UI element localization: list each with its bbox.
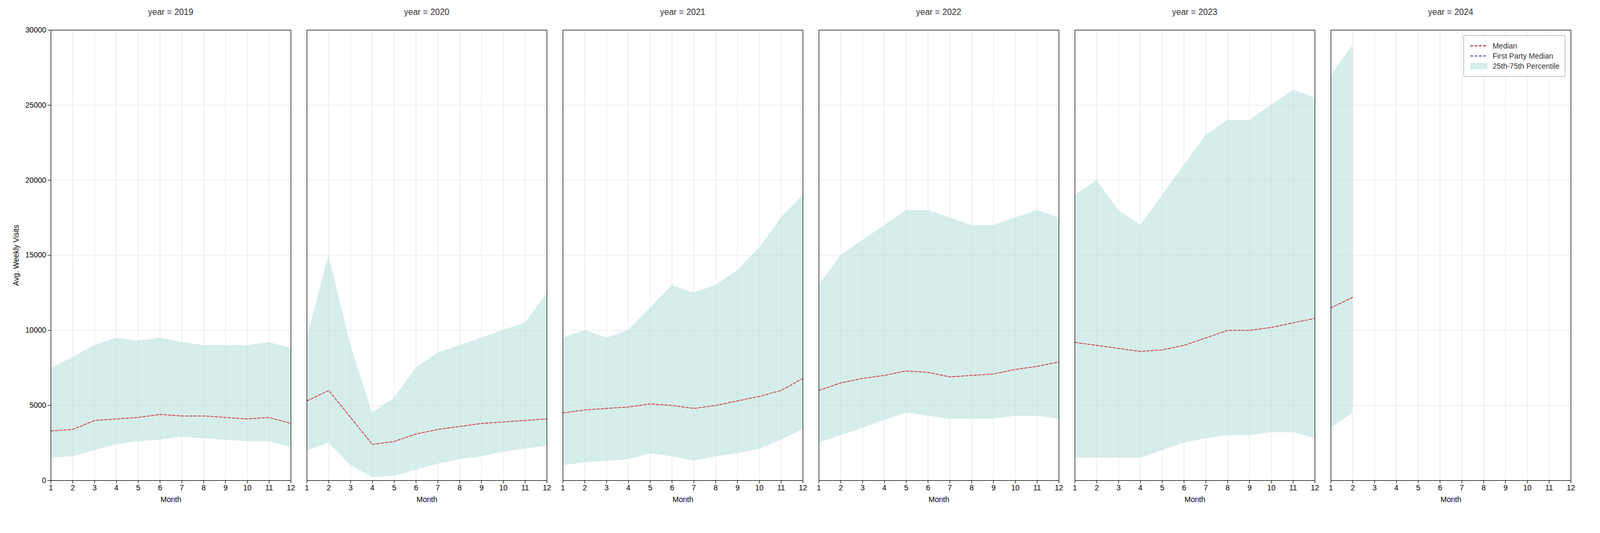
svg-text:6: 6 [157,483,163,493]
svg-text:2: 2 [70,483,76,493]
svg-text:9: 9 [1247,483,1252,493]
svg-text:11: 11 [1289,483,1298,493]
svg-text:Month: Month [160,495,182,504]
svg-text:6: 6 [1181,483,1187,493]
svg-text:1: 1 [817,483,822,493]
svg-text:7: 7 [1203,483,1208,493]
svg-text:12: 12 [798,483,808,493]
svg-text:12: 12 [286,483,296,493]
svg-text:8: 8 [457,483,462,493]
html-text:year = 2022: year = 2022 [916,7,962,17]
svg-text:2: 2 [838,483,844,493]
svg-text:10: 10 [755,483,764,493]
svg-text:4: 4 [1394,483,1399,493]
svg-text:1: 1 [305,483,310,493]
svg-text:2: 2 [582,483,588,493]
svg-text:8: 8 [969,483,974,493]
svg-text:10: 10 [1011,483,1020,493]
svg-text:10: 10 [1267,483,1276,493]
svg-text:8: 8 [201,483,206,493]
html-text:year = 2024: year = 2024 [1428,7,1474,17]
svg-text:9: 9 [735,483,740,493]
svg-text:7: 7 [435,483,440,493]
svg-text:9: 9 [991,483,996,493]
svg-text:10000: 10000 [25,325,47,335]
svg-text:8: 8 [1225,483,1230,493]
svg-text:10: 10 [243,483,252,493]
svg-text:10: 10 [1523,483,1532,493]
html-text:Median: Median [1492,41,1518,51]
svg-text:12: 12 [1054,483,1064,493]
svg-text:30000: 30000 [25,25,47,35]
svg-text:5: 5 [392,483,397,493]
svg-text:10: 10 [499,483,508,493]
svg-text:Month: Month [416,495,438,504]
svg-text:11: 11 [521,483,530,493]
svg-text:3: 3 [348,483,353,493]
svg-text:1: 1 [1329,483,1334,493]
svg-text:Month: Month [1184,495,1206,504]
svg-text:4: 4 [882,483,887,493]
svg-text:2: 2 [1350,483,1356,493]
svg-text:4: 4 [626,483,631,493]
svg-text:3: 3 [1116,483,1121,493]
svg-text:5: 5 [648,483,653,493]
svg-text:0: 0 [42,476,47,485]
svg-text:11: 11 [1545,483,1554,493]
svg-text:4: 4 [1138,483,1143,493]
svg-text:Month: Month [672,495,694,504]
svg-text:12: 12 [542,483,552,493]
svg-text:2: 2 [1094,483,1100,493]
svg-text:15000: 15000 [25,250,47,260]
svg-text:8: 8 [713,483,718,493]
svg-text:11: 11 [265,483,274,493]
svg-text:Month: Month [928,495,950,504]
svg-text:6: 6 [925,483,931,493]
svg-text:Avg. Weekly Visits: Avg. Weekly Visits [11,225,21,286]
svg-text:5: 5 [1160,483,1165,493]
svg-text:1: 1 [1073,483,1078,493]
html-text:First Party Median: First Party Median [1492,51,1554,61]
svg-text:9: 9 [479,483,484,493]
svg-text:5: 5 [904,483,909,493]
svg-text:11: 11 [777,483,786,493]
svg-text:1: 1 [49,483,54,493]
svg-text:12: 12 [1566,483,1576,493]
svg-text:7: 7 [179,483,184,493]
svg-text:8: 8 [1481,483,1486,493]
svg-text:25000: 25000 [25,100,47,110]
svg-text:3: 3 [92,483,97,493]
svg-text:Month: Month [1440,495,1462,504]
svg-text:1: 1 [561,483,566,493]
svg-text:5: 5 [136,483,141,493]
svg-text:12: 12 [1310,483,1320,493]
html-text:25th-75th Percentile: 25th-75th Percentile [1492,61,1560,71]
svg-text:3: 3 [604,483,609,493]
svg-text:7: 7 [947,483,952,493]
svg-text:4: 4 [114,483,119,493]
svg-text:11: 11 [1033,483,1042,493]
svg-text:5: 5 [1416,483,1421,493]
svg-text:6: 6 [1437,483,1443,493]
svg-text:7: 7 [1459,483,1464,493]
svg-text:5000: 5000 [29,401,46,410]
svg-text:4: 4 [370,483,375,493]
svg-text:6: 6 [669,483,675,493]
svg-text:2: 2 [326,483,332,493]
svg-text:7: 7 [691,483,696,493]
html-text:year = 2023: year = 2023 [1172,7,1218,17]
svg-text:9: 9 [223,483,228,493]
html-text:year = 2019: year = 2019 [148,7,194,17]
html-text:year = 2021: year = 2021 [660,7,706,17]
svg-text:3: 3 [1372,483,1377,493]
svg-text:20000: 20000 [25,176,47,185]
svg-text:9: 9 [1503,483,1508,493]
html-text:year = 2020: year = 2020 [404,7,450,17]
svg-text:6: 6 [413,483,419,493]
svg-text:3: 3 [860,483,865,493]
